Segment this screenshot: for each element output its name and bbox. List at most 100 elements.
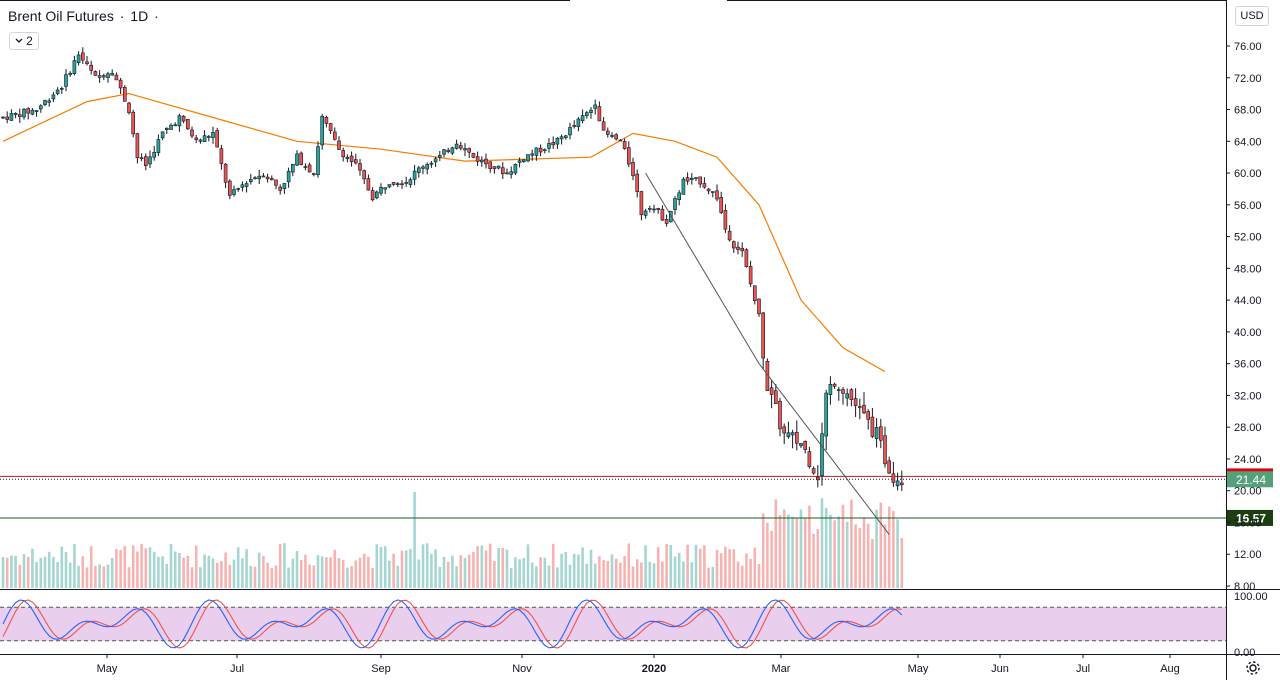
candle-body [391, 182, 396, 185]
candle-body [891, 473, 896, 483]
candle-body [895, 480, 900, 487]
candle-body [253, 177, 257, 180]
candle-body [421, 166, 425, 169]
candle [236, 187, 240, 192]
candle [265, 173, 270, 183]
candle-body [853, 398, 858, 406]
candle [509, 166, 514, 179]
candle [757, 298, 761, 317]
candle [874, 418, 879, 448]
candle-body [761, 312, 766, 359]
time-tick-label: 2020 [642, 663, 666, 675]
volume-bar [262, 555, 265, 588]
candle [685, 172, 690, 185]
candle-body [677, 192, 682, 200]
candle [475, 151, 480, 166]
candle [782, 423, 787, 445]
candle [366, 174, 371, 191]
volume-bar [383, 546, 387, 588]
candle [22, 108, 26, 120]
candle [160, 131, 165, 141]
candle [773, 384, 778, 404]
candle-body [93, 71, 98, 76]
volume-bar [711, 566, 715, 588]
candle-body [521, 159, 526, 162]
volume-bar [740, 565, 744, 588]
candle-body [790, 432, 795, 436]
candle [677, 190, 682, 206]
candle [97, 70, 102, 83]
candle [429, 161, 434, 168]
candle [891, 461, 896, 487]
candle-body [555, 137, 560, 145]
candle-body [694, 177, 698, 179]
candle [454, 139, 459, 150]
volume-bar [564, 551, 568, 588]
title-separator: · [119, 8, 125, 24]
candle [706, 188, 711, 195]
candle-body [542, 149, 547, 151]
volume-bar [140, 543, 143, 588]
candle-body [89, 64, 93, 71]
candle [55, 87, 60, 96]
candle [341, 147, 346, 162]
candle-body [395, 183, 400, 186]
candle [673, 196, 677, 215]
candle [299, 151, 304, 166]
time-tick-label: May [97, 663, 118, 675]
volume-bar [5, 557, 9, 588]
volume-bar [81, 556, 85, 588]
candle-body [878, 426, 883, 441]
volume-bar [673, 556, 677, 588]
candle [769, 379, 774, 409]
symbol-name[interactable]: Brent Oil Futures [8, 8, 114, 24]
candle [127, 101, 131, 115]
candle [442, 148, 446, 158]
stochastic-pane: 100.00 0.00 [0, 591, 1268, 659]
candle-body [626, 147, 631, 165]
candle-body [106, 73, 110, 78]
candle [668, 210, 673, 223]
candle [492, 166, 497, 174]
indicator-collapse-button[interactable]: 2 [9, 32, 39, 50]
candle-body [769, 387, 774, 395]
candle [30, 108, 35, 116]
volume-bar [161, 556, 164, 588]
volume-bar [795, 517, 799, 588]
candle-body [337, 140, 341, 150]
candle [597, 101, 602, 122]
volume-bar [669, 544, 673, 588]
candle [400, 180, 404, 189]
candle [635, 169, 640, 198]
candle-body [887, 460, 892, 474]
candle [72, 55, 77, 76]
candle-body [198, 139, 203, 142]
volume-bar [350, 565, 353, 588]
candle [862, 392, 866, 415]
candle-body [215, 130, 219, 148]
candle [215, 127, 219, 148]
volume-bar [577, 554, 580, 588]
volume-bar [808, 505, 811, 588]
candle [547, 138, 551, 153]
candle-body [379, 187, 383, 194]
volume-bar [614, 558, 618, 588]
currency-button[interactable]: USD [1235, 6, 1269, 26]
candle-body [752, 285, 757, 301]
candle-body [186, 119, 190, 130]
candle [584, 110, 589, 119]
candle [93, 70, 98, 76]
candle-body [799, 443, 803, 446]
candle [358, 159, 362, 176]
candle-body [114, 74, 119, 81]
gear-icon[interactable] [1244, 659, 1262, 677]
candle [148, 150, 152, 169]
candle [530, 149, 535, 161]
volume-bar [245, 549, 248, 588]
candle [517, 157, 522, 168]
interval-label[interactable]: 1D [130, 8, 149, 24]
candle-body [605, 130, 610, 135]
candle [446, 147, 451, 154]
